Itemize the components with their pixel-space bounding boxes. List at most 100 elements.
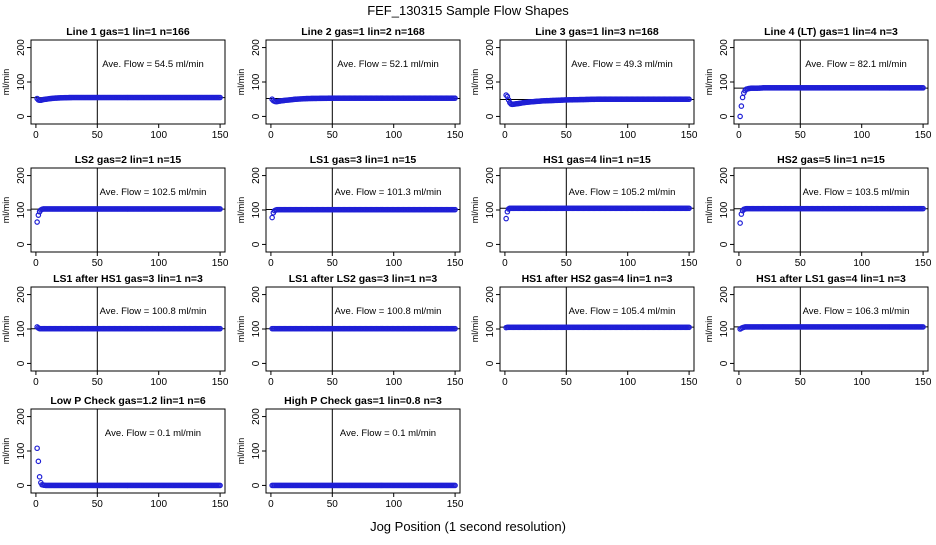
x-tick-label: 50 (327, 258, 339, 269)
y-tick-label: 0 (16, 113, 27, 119)
y-tick-label: 100 (251, 442, 262, 459)
x-tick-label: 50 (327, 499, 339, 510)
average-flow-label: Ave. Flow = 102.5 ml/min (100, 187, 207, 198)
y-tick-label: 100 (16, 73, 27, 90)
x-tick-label: 50 (92, 258, 104, 269)
y-axis-label: ml/min (236, 316, 246, 343)
data-point (452, 325, 458, 332)
y-tick-label: 200 (719, 286, 730, 303)
y-tick-label: 0 (719, 360, 730, 366)
panel-title: HS1 after LS1 gas=4 lin=1 n=3 (756, 273, 906, 285)
y-tick-label: 0 (251, 241, 262, 247)
y-tick-label: 100 (719, 201, 730, 218)
y-axis-label: ml/min (236, 69, 246, 96)
data-point (217, 325, 223, 332)
panel-title: Low P Check gas=1.2 lin=1 n=6 (50, 395, 205, 407)
x-tick-label: 150 (915, 377, 932, 388)
y-tick-label: 0 (16, 360, 27, 366)
plot-frame (499, 39, 695, 125)
x-tick-label: 100 (619, 130, 636, 141)
panel-2: Line 2 gas=1 lin=2 n=168 0 50 100 150 0 100 200… (236, 26, 464, 141)
data-point (737, 220, 743, 226)
data-point (686, 324, 692, 331)
x-tick-label: 150 (447, 258, 464, 269)
x-tick-label: 150 (915, 258, 932, 269)
x-tick-label: 100 (150, 377, 167, 388)
x-tick-label: 100 (150, 499, 167, 510)
x-tick-label: 0 (33, 258, 39, 269)
x-tick-label: 150 (447, 377, 464, 388)
x-tick-label: 50 (561, 258, 573, 269)
panel-title: Line 4 (LT) gas=1 lin=4 n=3 (764, 26, 898, 38)
panel-title: LS1 after LS2 gas=3 lin=1 n=3 (289, 273, 438, 285)
x-tick-label: 100 (853, 258, 870, 269)
x-tick-label: 50 (92, 130, 104, 141)
y-tick-label: 0 (251, 360, 262, 366)
panel-3: Line 3 gas=1 lin=3 n=168 0 50 100 150 0 100 200… (470, 26, 698, 141)
average-flow-label: Ave. Flow = 49.3 ml/min (571, 59, 672, 70)
x-tick-label: 0 (736, 130, 742, 141)
x-tick-label: 100 (385, 377, 402, 388)
y-axis-label: ml/min (236, 438, 246, 465)
plot-frame (265, 408, 461, 494)
panel-title: LS1 gas=3 lin=1 n=15 (310, 154, 417, 166)
y-tick-label: 0 (719, 241, 730, 247)
y-axis-label: ml/min (704, 316, 714, 343)
y-tick-label: 0 (16, 482, 27, 488)
y-tick-label: 200 (251, 286, 262, 303)
y-tick-label: 0 (485, 360, 496, 366)
x-tick-label: 150 (447, 130, 464, 141)
y-tick-label: 0 (719, 113, 730, 119)
y-tick-label: 100 (719, 73, 730, 90)
y-tick-label: 200 (719, 39, 730, 56)
x-tick-label: 100 (385, 258, 402, 269)
data-point (34, 219, 40, 225)
average-flow-label: Ave. Flow = 0.1 ml/min (105, 428, 201, 439)
x-tick-label: 50 (795, 258, 807, 269)
x-tick-label: 0 (502, 258, 508, 269)
y-tick-label: 200 (485, 286, 496, 303)
x-tick-label: 0 (502, 377, 508, 388)
y-axis-label: ml/min (470, 197, 480, 224)
data-point (269, 214, 275, 221)
x-tick-label: 100 (619, 258, 636, 269)
average-flow-label: Ave. Flow = 105.4 ml/min (569, 306, 676, 317)
x-tick-label: 0 (268, 377, 274, 388)
y-tick-label: 200 (16, 39, 27, 56)
data-point (739, 94, 746, 101)
panel-title: Line 1 gas=1 lin=1 n=166 (66, 26, 190, 38)
y-tick-label: 200 (485, 167, 496, 184)
data-point (217, 94, 223, 101)
data-point (737, 113, 743, 120)
average-flow-label: Ave. Flow = 52.1 ml/min (337, 59, 438, 70)
x-tick-label: 0 (268, 130, 274, 141)
data-point (217, 206, 223, 212)
y-tick-label: 100 (251, 201, 262, 218)
panel-5: LS2 gas=2 lin=1 n=15 0 50 100 150 0 100 200 ml/m… (1, 154, 229, 269)
x-tick-label: 100 (853, 130, 870, 141)
y-tick-label: 200 (251, 39, 262, 56)
average-flow-label: Ave. Flow = 103.5 ml/min (803, 187, 910, 198)
panel-6: LS1 gas=3 lin=1 n=15 0 50 100 150 0 100 200 ml/m… (236, 154, 464, 269)
y-axis-label: ml/min (1, 197, 11, 224)
x-tick-label: 100 (150, 258, 167, 269)
y-axis-label: ml/min (1, 438, 11, 465)
panel-12: HS1 after LS1 gas=4 lin=1 n=3 0 50 100 150 0 1… (704, 273, 932, 388)
panel-8: HS2 gas=5 lin=1 n=15 0 50 100 150 0 100 200 ml/m… (704, 154, 932, 269)
x-tick-label: 150 (212, 499, 229, 510)
x-tick-label: 150 (915, 130, 932, 141)
data-point (920, 85, 926, 91)
x-tick-label: 0 (502, 130, 508, 141)
average-flow-label: Ave. Flow = 100.8 ml/min (335, 306, 442, 317)
x-tick-label: 100 (150, 130, 167, 141)
x-tick-label: 100 (385, 499, 402, 510)
panel-title: Line 2 gas=1 lin=2 n=168 (301, 26, 425, 38)
data-point (686, 96, 692, 103)
x-tick-label: 0 (33, 377, 39, 388)
panel-title: Line 3 gas=1 lin=3 n=168 (535, 26, 659, 38)
panel-title: HS1 after HS2 gas=4 lin=1 n=3 (522, 273, 673, 285)
x-tick-label: 100 (385, 130, 402, 141)
figure-xlabel: Jog Position (1 second resolution) (370, 519, 566, 534)
y-tick-label: 200 (251, 167, 262, 184)
y-tick-label: 100 (16, 442, 27, 459)
